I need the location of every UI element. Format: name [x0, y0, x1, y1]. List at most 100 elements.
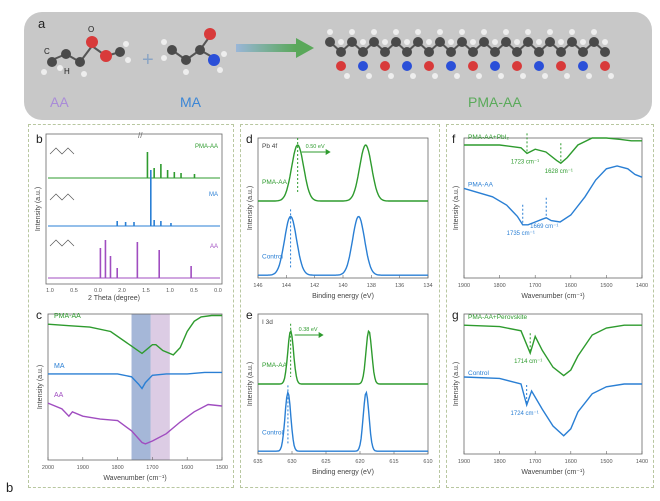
x-tick-label: 635 — [253, 459, 262, 465]
x-tick-label: 134 — [423, 283, 432, 289]
x-tick-label: 142 — [310, 283, 319, 289]
series-label: PMA-AA — [262, 179, 288, 186]
x-axis-label: Wavenumber (cm⁻¹) — [521, 469, 584, 476]
group-box-left — [28, 124, 234, 488]
polymer-carbon — [578, 47, 588, 57]
polymer-hydrogen — [388, 73, 394, 79]
polymer-carbon — [501, 37, 511, 47]
series-line — [464, 137, 642, 165]
series-line-pma-aa — [258, 329, 428, 385]
x-tick-label: 1600 — [565, 283, 577, 289]
plot-frame — [463, 137, 643, 279]
polymer-carbon — [369, 37, 379, 47]
series-label: AA — [210, 244, 218, 250]
polymer-nitrogen — [402, 61, 412, 71]
x-tick-label: 146 — [253, 283, 262, 289]
polymer-hydrogen — [371, 29, 377, 35]
polymer-hydrogen — [382, 39, 388, 45]
polymer-carbon — [424, 47, 434, 57]
y-axis-label: Intensity (a.u.) — [37, 365, 44, 409]
polymer-oxygen — [336, 61, 346, 71]
peak-label: 1714 cm⁻¹ — [514, 359, 542, 365]
polymer-hydrogen — [437, 29, 443, 35]
polymer-hydrogen — [476, 73, 482, 79]
x-tick-label: 1700 — [529, 459, 541, 465]
series-label: PMA-AA — [468, 181, 494, 188]
polymer-hydrogen — [459, 29, 465, 35]
polymer-hydrogen — [580, 39, 586, 45]
polymer-hydrogen — [360, 39, 366, 45]
polymer-hydrogen — [542, 73, 548, 79]
panel-letter-f: f — [452, 132, 456, 146]
x-tick-label: 2000 — [42, 465, 54, 471]
polymer-oxygen — [512, 61, 522, 71]
x-axis-label: Binding energy (eV) — [312, 469, 374, 476]
atom-label-h: H — [64, 67, 70, 76]
plot-frame — [47, 313, 223, 461]
polymer-nitrogen — [358, 61, 368, 71]
chart-panel-b: b Intensity (a.u.) 2 Theta (degree) 1.0 0.5 0… — [35, 131, 223, 302]
polymer-carbon — [446, 47, 456, 57]
x-tick-label: 1600 — [565, 459, 577, 465]
polymer-carbon — [589, 37, 599, 47]
x-tick-label: 1500 — [600, 283, 612, 289]
atom-label-c: C — [44, 47, 50, 56]
x-tick-label: 1900 — [458, 459, 470, 465]
polymer-carbon — [600, 47, 610, 57]
polymer-hydrogen — [470, 39, 476, 45]
polymer-carbon — [380, 47, 390, 57]
x-tick-label: 1500 — [600, 459, 612, 465]
x-tick-label: 1800 — [493, 459, 505, 465]
polymer-carbon — [490, 47, 500, 57]
polymer-nitrogen — [534, 61, 544, 71]
y-axis-label: Intensity (a.u.) — [247, 186, 254, 230]
polymer-hydrogen — [591, 29, 597, 35]
x-tick-label: 1.0 — [166, 288, 174, 294]
polymer-hydrogen — [608, 73, 614, 79]
x-tick-label: 1800 — [111, 465, 123, 471]
polymer-hydrogen — [432, 73, 438, 79]
aa-molecule — [41, 36, 131, 77]
chart-panel-d: d 146 144 142 140 138 136 134 Binding energy (eV… — [246, 132, 433, 300]
polymer-hydrogen — [481, 29, 487, 35]
polymer-hydrogen — [586, 73, 592, 79]
polymer-hydrogen — [498, 73, 504, 79]
peak-label: 1628 cm⁻¹ — [545, 169, 573, 175]
y-axis-label: Intensity (a.u.) — [453, 186, 460, 230]
polymer-hydrogen — [393, 29, 399, 35]
polymer-oxygen — [424, 61, 434, 71]
polymer-carbon — [556, 47, 566, 57]
x-tick-label: 610 — [423, 459, 432, 465]
shift-arrow-head — [318, 332, 324, 338]
peak-label: 1723 cm⁻¹ — [511, 159, 539, 165]
polymer-oxygen — [380, 61, 390, 71]
polymer-carbon — [523, 37, 533, 47]
x-tick-label: 0.5 — [190, 288, 198, 294]
polymer-hydrogen — [404, 39, 410, 45]
polymer-carbon — [545, 37, 555, 47]
polymer-hydrogen — [426, 39, 432, 45]
polymer-nitrogen — [578, 61, 588, 71]
ma-label: MA — [180, 94, 201, 110]
peak-label: 1735 cm⁻¹ — [507, 231, 535, 237]
reaction-scheme: C H O + — [41, 25, 614, 79]
plot-frame — [45, 133, 223, 285]
polymer-carbon — [468, 47, 478, 57]
inset-structure — [49, 147, 75, 247]
polymer-carbon — [336, 47, 346, 57]
x-tick-label: 1700 — [146, 465, 158, 471]
polymer-carbon — [479, 37, 489, 47]
chain-sketch — [49, 193, 75, 201]
highlight-band — [150, 314, 170, 460]
peak-label: 1669 cm⁻¹ — [530, 224, 558, 230]
plot-frame — [257, 137, 429, 279]
polymer-carbon — [512, 47, 522, 57]
series-label: PMA-AA+PbI₂ — [468, 134, 509, 141]
polymer-hydrogen — [327, 29, 333, 35]
polymer-nitrogen — [446, 61, 456, 71]
polymer-hydrogen — [492, 39, 498, 45]
x-tick-label: 630 — [287, 459, 296, 465]
aa-label: AA — [50, 94, 69, 110]
series-line — [463, 324, 642, 377]
x-tick-label: 0.5 — [70, 288, 78, 294]
